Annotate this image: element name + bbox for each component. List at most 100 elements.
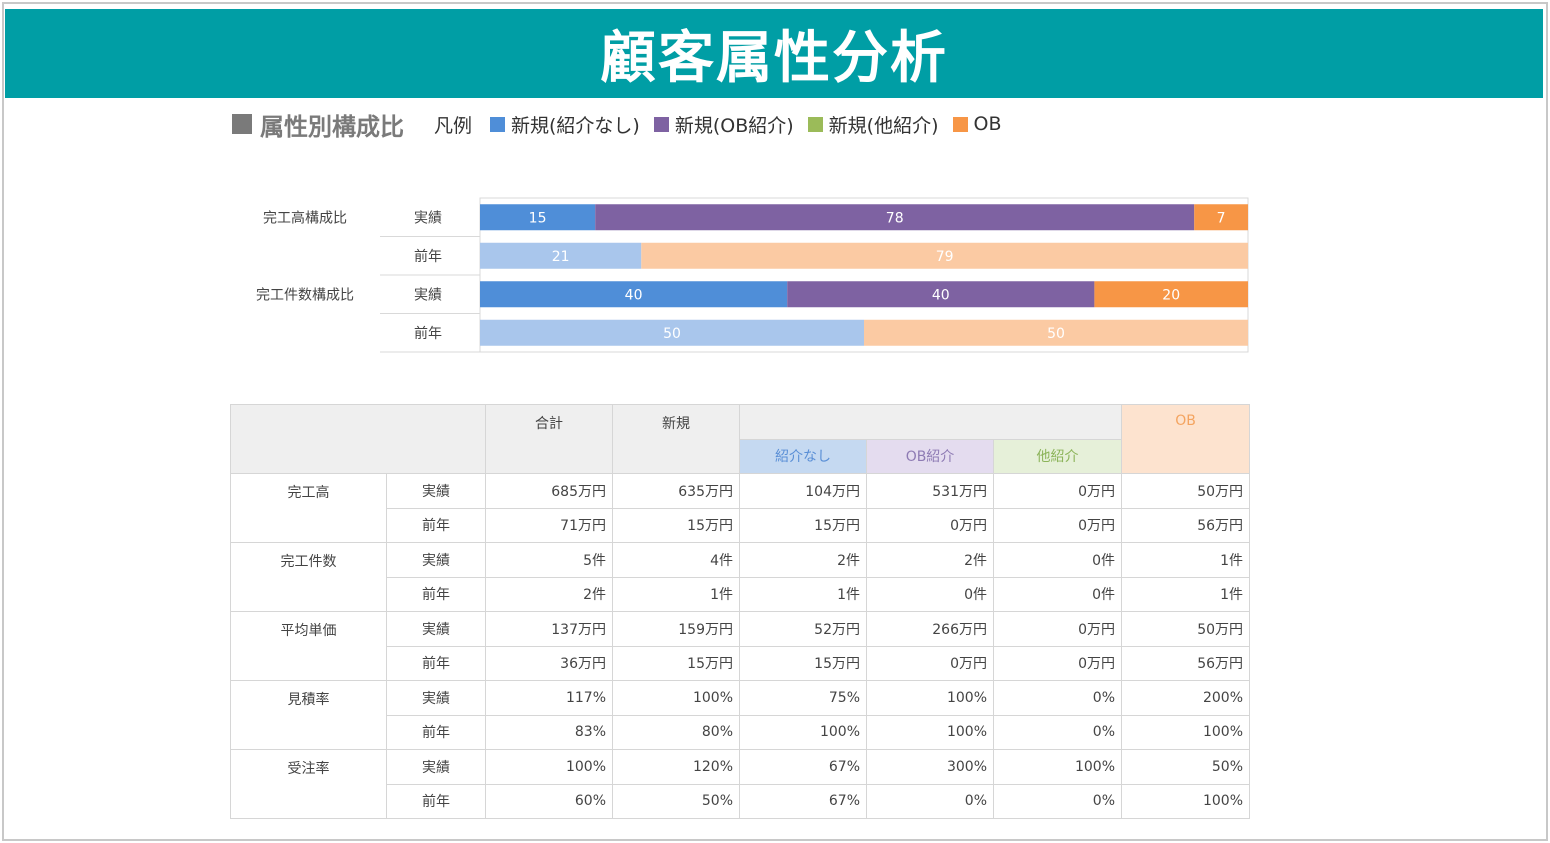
table-cell: 80% bbox=[612, 714, 740, 750]
table-cell: 50万円 bbox=[1121, 611, 1251, 647]
legend-label: 凡例 bbox=[434, 114, 473, 137]
table-row: 前年 60% 50% 67% 0% 0% 100% bbox=[231, 783, 1251, 819]
legend-item-label: 新規(OB紹介) bbox=[674, 114, 794, 137]
table-cell: 685万円 bbox=[485, 473, 613, 509]
bar-data-label: 50 bbox=[1047, 326, 1065, 342]
table-cell: 67% bbox=[739, 749, 867, 785]
composition-chart: 完工高構成比 実績 15 78 7 前年 21 79 完工件数構成比 実績 40 40 20 前年 50 50 bbox=[240, 195, 1260, 360]
bar-data-label: 40 bbox=[625, 287, 643, 303]
table-cell: 1件 bbox=[1121, 576, 1251, 612]
table-cell: 52万円 bbox=[739, 611, 867, 647]
period-label: 実績 bbox=[414, 210, 442, 226]
group-label: 完工件数構成比 bbox=[256, 287, 354, 303]
bar-data-label: 15 bbox=[529, 210, 547, 226]
row-period-label: 前年 bbox=[386, 714, 486, 750]
bar-data-label: 40 bbox=[932, 287, 950, 303]
row-period-label: 前年 bbox=[386, 576, 486, 612]
table-cell: 100% bbox=[739, 714, 867, 750]
table-row: 前年 71万円 15万円 15万円 0万円 0万円 56万円 bbox=[231, 507, 1251, 543]
bar-segment bbox=[480, 281, 788, 308]
bar-segment bbox=[480, 242, 642, 269]
table-cell: 104万円 bbox=[739, 473, 867, 509]
table-cell: 100% bbox=[992, 749, 1123, 785]
table-row: 前年 36万円 15万円 15万円 0万円 0万円 56万円 bbox=[231, 645, 1251, 681]
bar-segment bbox=[641, 242, 1248, 269]
table-cell: 50万円 bbox=[1121, 473, 1251, 509]
legend-item-ob: OB bbox=[952, 113, 1002, 135]
table-cell: 5件 bbox=[485, 542, 613, 578]
subheader-no-intro: 紹介なし bbox=[739, 438, 867, 474]
table-cell: 100% bbox=[485, 749, 613, 785]
bar-segment bbox=[480, 319, 864, 346]
period-label: 実績 bbox=[414, 287, 442, 303]
legend-item-label: 新規(紹介なし) bbox=[511, 114, 640, 137]
table-cell: 0万円 bbox=[866, 507, 994, 543]
table-cell: 71万円 bbox=[485, 507, 613, 543]
table-cell: 50% bbox=[1121, 749, 1251, 785]
row-metric-label: 平均単価 bbox=[230, 611, 387, 681]
legend-swatch bbox=[490, 116, 506, 132]
page-title: 顧客属性分析 bbox=[600, 26, 948, 91]
bar-segment bbox=[595, 204, 1195, 231]
bar-data-label: 21 bbox=[552, 249, 570, 265]
table-cell: 0件 bbox=[992, 576, 1123, 612]
row-period-label: 前年 bbox=[386, 507, 486, 543]
legend-swatch bbox=[952, 116, 968, 132]
table-cell: 0% bbox=[992, 680, 1123, 716]
legend-item-new-ob-intro: 新規(OB紹介) bbox=[653, 111, 794, 138]
table-cell: 1件 bbox=[612, 576, 740, 612]
table-row: 前年 2件 1件 1件 0件 0件 1件 bbox=[231, 576, 1251, 612]
table-cell: 0% bbox=[992, 783, 1123, 819]
table-cell: 100% bbox=[612, 680, 740, 716]
row-period-label: 前年 bbox=[386, 783, 486, 819]
section-title: 属性別構成比 bbox=[260, 112, 404, 141]
header-total: 合計 bbox=[485, 404, 613, 474]
table-cell: 56万円 bbox=[1121, 507, 1251, 543]
bar-data-label: 50 bbox=[663, 326, 681, 342]
row-metric-label: 完工高 bbox=[230, 473, 387, 543]
section-square-icon bbox=[232, 114, 252, 134]
table-cell: 0万円 bbox=[992, 507, 1123, 543]
section-header: 属性別構成比 凡例 新規(紹介なし) 新規(OB紹介) 新規(他紹介) OB bbox=[232, 108, 1016, 141]
table-cell: 200% bbox=[1121, 680, 1251, 716]
table-cell: 0万円 bbox=[992, 611, 1123, 647]
legend: 凡例 新規(紹介なし) 新規(OB紹介) 新規(他紹介) OB bbox=[434, 111, 1016, 138]
table-cell: 120% bbox=[612, 749, 740, 785]
bar-segment bbox=[864, 319, 1248, 346]
group-label: 完工高構成比 bbox=[263, 209, 347, 226]
legend-item-label: 新規(他紹介) bbox=[828, 114, 939, 137]
table-cell: 100% bbox=[1121, 714, 1251, 750]
bar-segment bbox=[787, 281, 1095, 308]
period-label: 前年 bbox=[414, 248, 442, 265]
table-cell: 1件 bbox=[1121, 542, 1251, 578]
table-body: 完工高 実績 685万円 635万円 104万円 531万円 0万円 50万円 前年 71万円 15… bbox=[230, 473, 1251, 819]
subheader-other-intro: 他紹介 bbox=[992, 438, 1123, 474]
header-new-breakdown bbox=[738, 404, 1123, 440]
table-cell: 15万円 bbox=[739, 507, 867, 543]
table-cell: 15万円 bbox=[612, 507, 740, 543]
subheader-ob-intro: OB紹介 bbox=[866, 438, 994, 474]
row-period-label: 実績 bbox=[386, 680, 486, 716]
table-row: 受注率 実績 100% 120% 67% 300% 100% 50% bbox=[230, 749, 1251, 819]
table-cell: 100% bbox=[866, 714, 994, 750]
table-cell: 4件 bbox=[612, 542, 740, 578]
table-cell: 67% bbox=[739, 783, 867, 819]
row-metric-label: 完工件数 bbox=[230, 542, 387, 612]
table-cell: 0件 bbox=[992, 542, 1123, 578]
table-cell: 60% bbox=[485, 783, 613, 819]
table-cell: 635万円 bbox=[612, 473, 740, 509]
table-cell: 15万円 bbox=[739, 645, 867, 681]
table-cell: 83% bbox=[485, 714, 613, 750]
bar-segment bbox=[1194, 204, 1248, 231]
bar-segment bbox=[1094, 281, 1248, 308]
table-cell: 56万円 bbox=[1121, 645, 1251, 681]
table-cell: 0件 bbox=[866, 576, 994, 612]
table-row: 前年 83% 80% 100% 100% 0% 100% bbox=[231, 714, 1251, 750]
table-row: 平均単価 実績 137万円 159万円 52万円 266万円 0万円 50万円 bbox=[230, 611, 1251, 681]
bar-data-label: 79 bbox=[936, 249, 954, 265]
row-period-label: 実績 bbox=[386, 542, 486, 578]
table-row: 見積率 実績 117% 100% 75% 100% 0% 200% bbox=[230, 680, 1251, 750]
table-subheader-row: 紹介なし OB紹介 他紹介 bbox=[231, 438, 1250, 474]
legend-item-label: OB bbox=[973, 113, 1002, 135]
